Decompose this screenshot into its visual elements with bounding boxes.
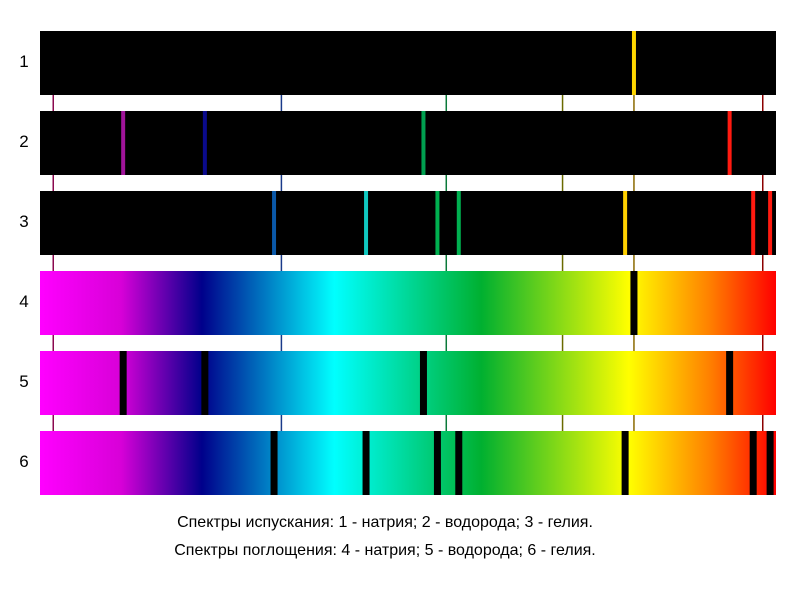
absorption-line-2: [362, 431, 370, 495]
emission-line-4: [456, 191, 461, 255]
emission-line-7: [768, 191, 773, 255]
emission-line-1: [631, 31, 636, 95]
emission-line-2: [202, 111, 207, 175]
row-label-1: 1: [19, 52, 29, 71]
spectrum-row-3: [40, 191, 776, 255]
absorption-line-4: [455, 431, 463, 495]
absorption-line-1: [630, 271, 638, 335]
absorption-line-6: [749, 431, 757, 495]
caption-emission: Спектры испускания: 1 - натрия; 2 - водо…: [177, 514, 593, 531]
absorption-line-7: [766, 431, 774, 495]
absorption-line-4: [726, 351, 734, 415]
spectrum-bands: [40, 31, 776, 495]
row-label-2: 2: [19, 132, 29, 151]
emission-line-1: [272, 191, 277, 255]
emission-line-4: [727, 111, 732, 175]
absorption-line-1: [270, 431, 278, 495]
spectrum-row-4: [40, 271, 776, 335]
emission-line-2: [364, 191, 369, 255]
absorption-line-5: [621, 431, 629, 495]
emission-band-background: [40, 111, 776, 175]
wavelength-gridlines: [52, 31, 764, 495]
absorption-band-background: [40, 271, 776, 335]
absorption-band-background: [40, 351, 776, 415]
absorption-line-3: [433, 431, 441, 495]
emission-line-6: [751, 191, 756, 255]
row-label-6: 6: [19, 452, 29, 471]
spectrum-row-2: [40, 111, 776, 175]
emission-line-3: [421, 111, 426, 175]
row-label-5: 5: [19, 372, 29, 391]
emission-line-3: [435, 191, 440, 255]
caption-absorption: Спектры поглощения: 4 - натрия; 5 - водо…: [174, 542, 596, 559]
row-label-3: 3: [19, 212, 29, 231]
emission-band-background: [40, 191, 776, 255]
emission-line-5: [623, 191, 628, 255]
spectrum-row-6: [40, 431, 776, 495]
absorption-band-background: [40, 431, 776, 495]
emission-band-background: [40, 31, 776, 95]
absorption-line-2: [201, 351, 209, 415]
absorption-line-3: [419, 351, 427, 415]
emission-line-1: [121, 111, 126, 175]
row-label-4: 4: [19, 292, 29, 311]
spectrum-row-5: [40, 351, 776, 415]
spectrum-row-1: [40, 31, 776, 95]
absorption-line-1: [119, 351, 127, 415]
